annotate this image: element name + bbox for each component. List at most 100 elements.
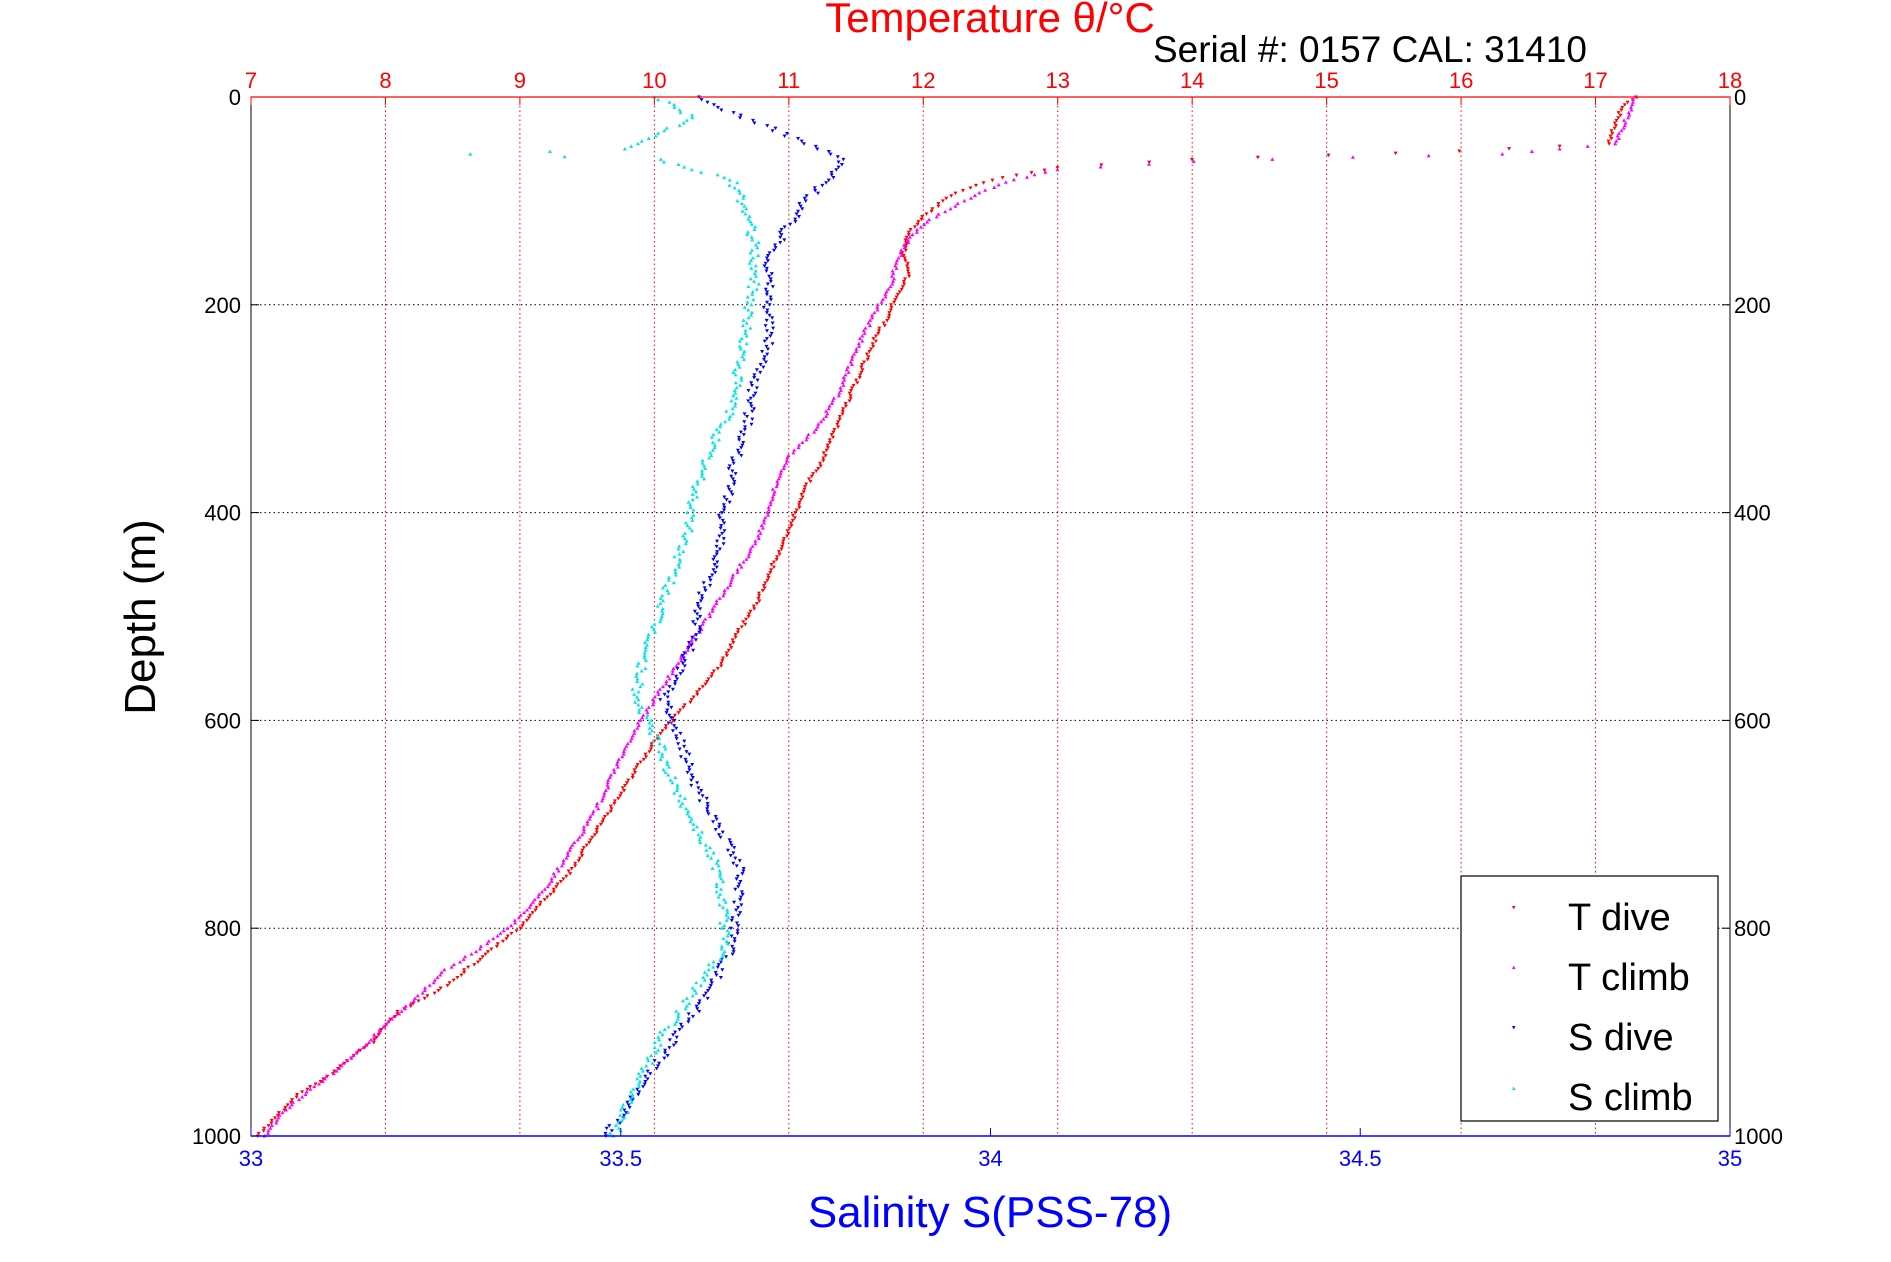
data-point xyxy=(779,233,784,237)
data-point xyxy=(690,113,695,117)
data-point xyxy=(843,402,848,406)
data-point xyxy=(634,674,639,678)
data-point xyxy=(763,287,768,292)
data-point xyxy=(436,989,441,993)
data-point xyxy=(737,188,742,193)
data-point xyxy=(696,786,701,790)
data-point xyxy=(680,653,685,658)
left-tick-label: 600 xyxy=(204,708,241,733)
data-point xyxy=(626,1103,631,1107)
data-point xyxy=(794,212,799,216)
data-point xyxy=(356,1048,361,1052)
data-point xyxy=(780,544,785,549)
data-point xyxy=(821,459,826,463)
data-point xyxy=(442,967,447,972)
data-point xyxy=(915,227,920,232)
data-point xyxy=(603,788,608,793)
data-point xyxy=(746,554,751,559)
data-point xyxy=(628,1095,633,1100)
data-point xyxy=(559,863,564,868)
data-point xyxy=(776,550,781,554)
data-point xyxy=(528,913,533,918)
data-point xyxy=(561,861,566,865)
data-point xyxy=(521,921,526,926)
data-point xyxy=(650,702,655,707)
data-point xyxy=(836,420,841,424)
data-point xyxy=(740,323,745,328)
data-point xyxy=(697,1009,702,1014)
data-point xyxy=(836,393,841,398)
data-point xyxy=(587,840,592,845)
data-point xyxy=(727,417,732,421)
data-point xyxy=(649,744,654,749)
data-point xyxy=(647,731,652,735)
data-point xyxy=(717,874,722,878)
data-point xyxy=(803,485,808,489)
data-point xyxy=(1622,118,1627,122)
data-point xyxy=(318,1079,323,1084)
data-point xyxy=(646,635,651,639)
data-point xyxy=(469,952,474,956)
data-point xyxy=(607,1131,612,1135)
data-point xyxy=(732,937,737,941)
data-point xyxy=(682,659,687,663)
data-point xyxy=(724,409,729,413)
data-point xyxy=(676,546,681,551)
data-point xyxy=(684,539,689,543)
data-point xyxy=(678,755,683,759)
data-point xyxy=(609,1129,614,1133)
data-point xyxy=(1426,153,1431,158)
data-point xyxy=(914,230,919,234)
data-point xyxy=(860,333,865,338)
data-point xyxy=(729,490,734,494)
data-point xyxy=(936,212,941,216)
data-point xyxy=(705,100,710,105)
data-point xyxy=(1003,180,1008,184)
data-point xyxy=(838,388,843,393)
data-point xyxy=(486,950,491,954)
data-point xyxy=(1326,153,1331,158)
data-point xyxy=(736,913,741,918)
data-point xyxy=(824,181,829,185)
data-point xyxy=(682,703,687,707)
data-point xyxy=(736,362,741,367)
data-point xyxy=(779,227,784,232)
data-point xyxy=(968,186,973,190)
data-point xyxy=(716,863,721,868)
data-point xyxy=(749,302,754,307)
data-point xyxy=(681,533,686,538)
data-point xyxy=(891,279,896,283)
data-point xyxy=(660,593,665,598)
data-point xyxy=(1622,123,1627,128)
data-point xyxy=(416,999,421,1003)
data-point xyxy=(594,827,599,832)
data-point xyxy=(717,547,722,551)
data-point xyxy=(733,856,738,861)
data-point xyxy=(337,1066,342,1070)
data-point xyxy=(718,957,723,961)
data-point xyxy=(642,1082,647,1087)
data-point xyxy=(532,897,537,902)
data-point xyxy=(627,1105,632,1110)
data-point xyxy=(733,635,738,640)
data-point xyxy=(708,578,713,583)
data-point xyxy=(714,973,719,977)
data-point xyxy=(686,1012,691,1016)
data-point xyxy=(395,1009,400,1014)
left-tick-label: 400 xyxy=(204,501,241,526)
data-point xyxy=(753,391,758,396)
data-point xyxy=(727,500,732,505)
data-point xyxy=(903,259,908,263)
data-point xyxy=(815,147,820,151)
data-point xyxy=(608,772,613,777)
data-point xyxy=(859,365,864,370)
top-tick-label: 15 xyxy=(1314,68,1338,93)
data-point xyxy=(827,438,832,442)
data-point xyxy=(548,892,553,897)
data-point xyxy=(1620,105,1625,110)
data-point xyxy=(731,461,736,466)
data-point xyxy=(700,469,705,473)
data-point xyxy=(666,721,671,725)
data-point xyxy=(797,443,802,447)
